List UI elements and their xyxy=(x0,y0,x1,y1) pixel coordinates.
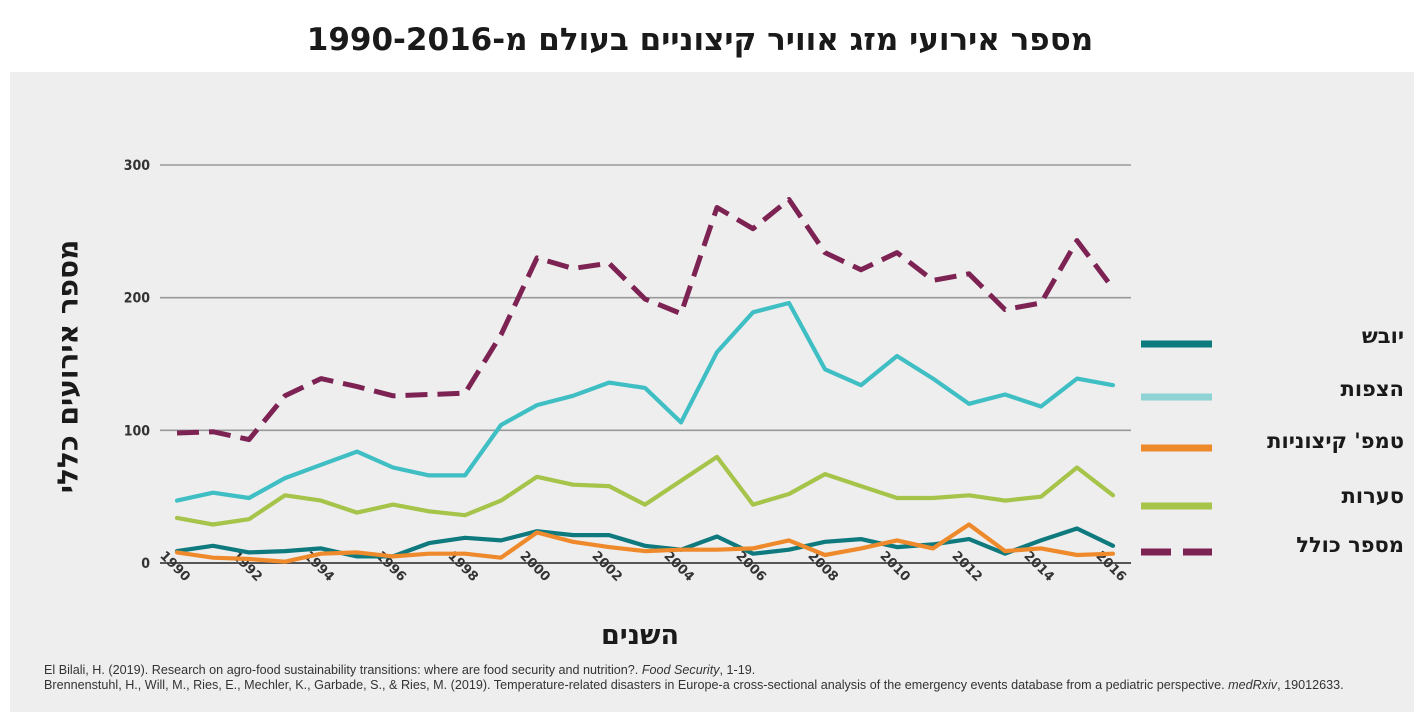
x-axis-label: השנים xyxy=(600,620,679,651)
x-tick-labels: 1990 1992 1994 1996 1998 2000 2002 2004 2006 2008… xyxy=(157,549,1129,585)
citation-1-tail: , 1-19. xyxy=(719,663,756,677)
series-line-3 xyxy=(174,454,1116,527)
citation-2: Brennenstuhl, H., Will, M., Ries, E., Me… xyxy=(44,678,1414,693)
x-tick-label: 2004 xyxy=(661,549,697,585)
legend-label-4: מספר כולל xyxy=(1296,533,1404,557)
legend-label-1: הצפות xyxy=(1340,377,1404,401)
series-line-2 xyxy=(174,522,1116,564)
chart-background xyxy=(10,72,1414,712)
citation-2-text: Brennenstuhl, H., Will, M., Ries, E., Me… xyxy=(44,678,1229,692)
x-tick-label: 2012 xyxy=(949,549,985,585)
citation-2-tail: , 19012633. xyxy=(1277,678,1344,692)
y-tick-labels: 0 100 200 300 xyxy=(124,158,151,572)
x-tick-label: 2002 xyxy=(589,549,625,585)
citation-2-journal: medRxiv xyxy=(1228,678,1278,692)
y-tick-label: 200 xyxy=(124,291,151,307)
series-line-4 xyxy=(176,197,1115,443)
citation-1-text: El Bilali, H. (2019). Research on agro-f… xyxy=(44,663,642,677)
y-axis-label: מספר אירועים כללי xyxy=(51,239,85,494)
chart-title: מספר אירועי מזג אוויר קיצוניים בעולם מ-1… xyxy=(306,22,1094,58)
legend-swatches xyxy=(1141,340,1212,556)
series-lines xyxy=(174,197,1116,564)
x-tick-label: 2000 xyxy=(517,549,553,585)
legend-label-2: טמפ' קיצוניות xyxy=(1267,429,1404,453)
series-line-1 xyxy=(174,300,1116,503)
x-tick-label: 2010 xyxy=(877,549,913,585)
legend-label-3: סערות xyxy=(1341,484,1404,508)
series-line-0 xyxy=(174,526,1116,559)
y-tick-label: 0 xyxy=(141,556,150,572)
y-tick-label: 300 xyxy=(124,158,151,174)
x-tick-label: 2014 xyxy=(1021,549,1057,585)
legend-label-0: יובש xyxy=(1361,324,1404,348)
citation-1-journal: Food Security xyxy=(641,663,720,677)
y-tick-label: 100 xyxy=(124,423,151,439)
citations: El Bilali, H. (2019). Research on agro-f… xyxy=(44,663,1414,693)
citation-1: El Bilali, H. (2019). Research on agro-f… xyxy=(44,663,1414,678)
